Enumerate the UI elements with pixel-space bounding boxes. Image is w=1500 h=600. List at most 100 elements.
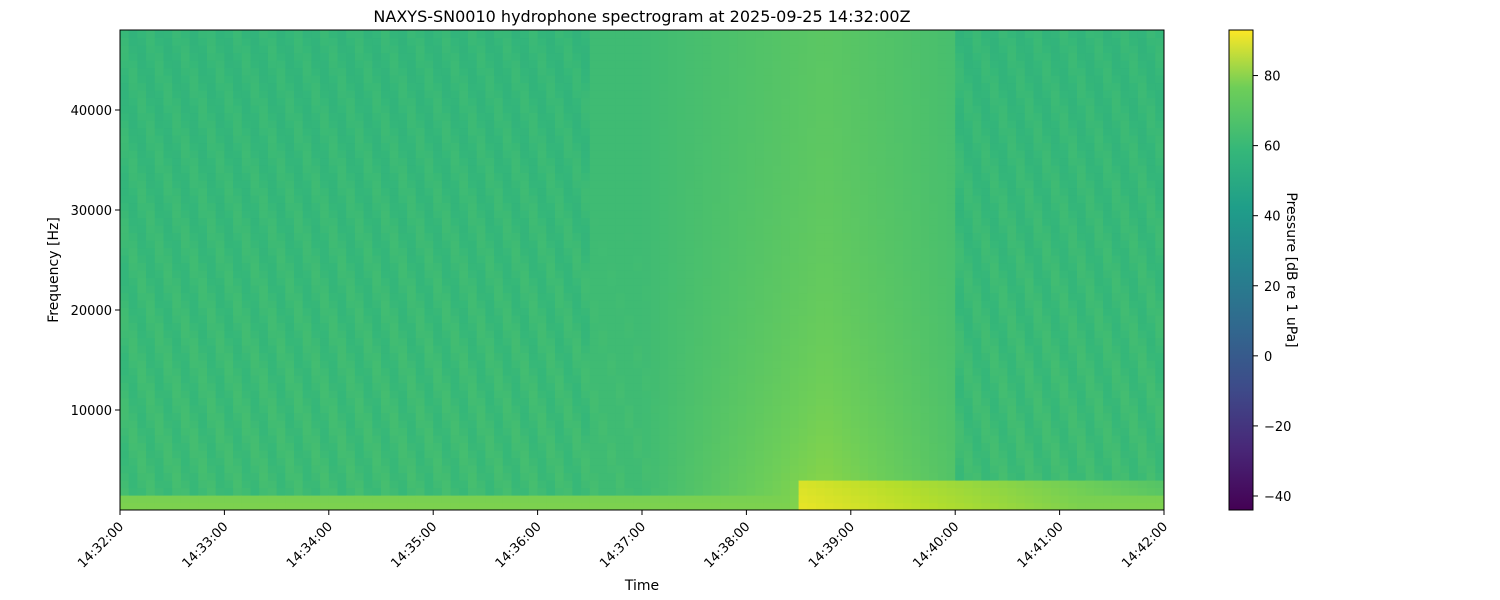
heatmap-cell [450, 427, 460, 436]
heatmap-cell [372, 75, 382, 84]
heatmap-cell [215, 90, 225, 99]
heatmap-cell [650, 232, 660, 241]
heatmap-cell [320, 195, 330, 204]
heatmap-cell [267, 142, 278, 151]
heatmap-cell [172, 105, 182, 114]
heatmap-cell [285, 37, 295, 46]
heatmap-cell [737, 390, 747, 399]
heatmap-cell [328, 270, 339, 279]
heatmap-cell [546, 360, 556, 369]
heatmap-cell [563, 172, 573, 181]
heatmap-cell [642, 135, 652, 144]
heatmap-cell [624, 412, 634, 421]
heatmap-cell [685, 247, 695, 256]
heatmap-cell [520, 345, 530, 354]
heatmap-cell [433, 60, 443, 69]
heatmap-cell [398, 345, 408, 354]
heatmap-cell [215, 382, 225, 391]
heatmap-cell [250, 480, 260, 489]
heatmap-cell [328, 360, 339, 369]
heatmap-cell [729, 90, 739, 99]
heatmap-cell [128, 300, 138, 309]
heatmap-cell [172, 165, 182, 174]
heatmap-cell [302, 457, 312, 466]
heatmap-cell [668, 210, 678, 219]
heatmap-cell [320, 420, 330, 429]
heatmap-cell [729, 285, 739, 294]
heatmap-cell [520, 270, 530, 279]
heatmap-cell [259, 360, 269, 369]
heatmap-cell [729, 97, 739, 106]
heatmap-cell [494, 390, 504, 399]
heatmap-cell [746, 112, 756, 121]
heatmap-cell [311, 202, 321, 211]
heatmap-cell [433, 330, 443, 339]
heatmap-cell [555, 472, 565, 481]
heatmap-cell [189, 195, 199, 204]
heatmap-cell [668, 465, 678, 474]
heatmap-cell [755, 345, 765, 354]
heatmap-cell [546, 202, 556, 211]
heatmap-cell [328, 367, 339, 376]
heatmap-cell [781, 82, 791, 91]
heatmap-cell [346, 75, 356, 84]
heatmap-cell [276, 292, 286, 301]
heatmap-cell [128, 180, 138, 189]
heatmap-cell [346, 442, 356, 451]
heatmap-cell [598, 165, 608, 174]
heatmap-cell [624, 277, 634, 286]
heatmap-cell [346, 187, 356, 196]
heatmap-cell [485, 165, 495, 174]
heatmap-cell [607, 165, 617, 174]
heatmap-cell [789, 262, 800, 271]
heatmap-cell [711, 60, 721, 69]
heatmap-cell [120, 420, 130, 429]
heatmap-cell [659, 90, 669, 99]
heatmap-cell [607, 195, 617, 204]
heatmap-cell [441, 487, 452, 496]
heatmap-cell [137, 97, 147, 106]
heatmap-cell [415, 435, 426, 444]
heatmap-cell [555, 352, 565, 361]
heatmap-cell [250, 360, 260, 369]
heatmap-cell [302, 397, 312, 406]
heatmap-cell [154, 187, 165, 196]
heatmap-cell [720, 105, 730, 114]
heatmap-cell [459, 247, 469, 256]
heatmap-cell [407, 337, 417, 346]
heatmap-cell [259, 105, 269, 114]
heatmap-cell [241, 382, 252, 391]
heatmap-cell [259, 435, 269, 444]
heatmap-cell [154, 217, 165, 226]
heatmap-cell [285, 255, 295, 264]
heatmap-cell [685, 322, 695, 331]
heatmap-cell [537, 232, 547, 241]
heatmap-cell [746, 315, 756, 324]
heatmap-cell [241, 82, 252, 91]
heatmap-cell [450, 330, 460, 339]
heatmap-cell [694, 442, 704, 451]
heatmap-cell [528, 397, 539, 406]
heatmap-cell [633, 330, 643, 339]
heatmap-cell [241, 375, 252, 384]
heatmap-cell [737, 457, 747, 466]
heatmap-cell [250, 135, 260, 144]
heatmap-cell [476, 210, 486, 219]
heatmap-cell [511, 217, 521, 226]
heatmap-cell [702, 397, 713, 406]
heatmap-cell [198, 337, 208, 346]
heatmap-cell [650, 300, 660, 309]
heatmap-cell [302, 157, 312, 166]
heatmap-cell [459, 465, 469, 474]
heatmap-cell [624, 502, 634, 510]
heatmap-cell [398, 127, 408, 136]
heatmap-cell [485, 427, 495, 436]
heatmap-cell [624, 112, 634, 121]
heatmap-cell [224, 315, 234, 324]
heatmap-cell [781, 360, 791, 369]
heatmap-cell [198, 202, 208, 211]
heatmap-cell [311, 450, 321, 459]
heatmap-cell [233, 165, 243, 174]
heatmap-cell [537, 375, 547, 384]
heatmap-cell [337, 67, 347, 76]
